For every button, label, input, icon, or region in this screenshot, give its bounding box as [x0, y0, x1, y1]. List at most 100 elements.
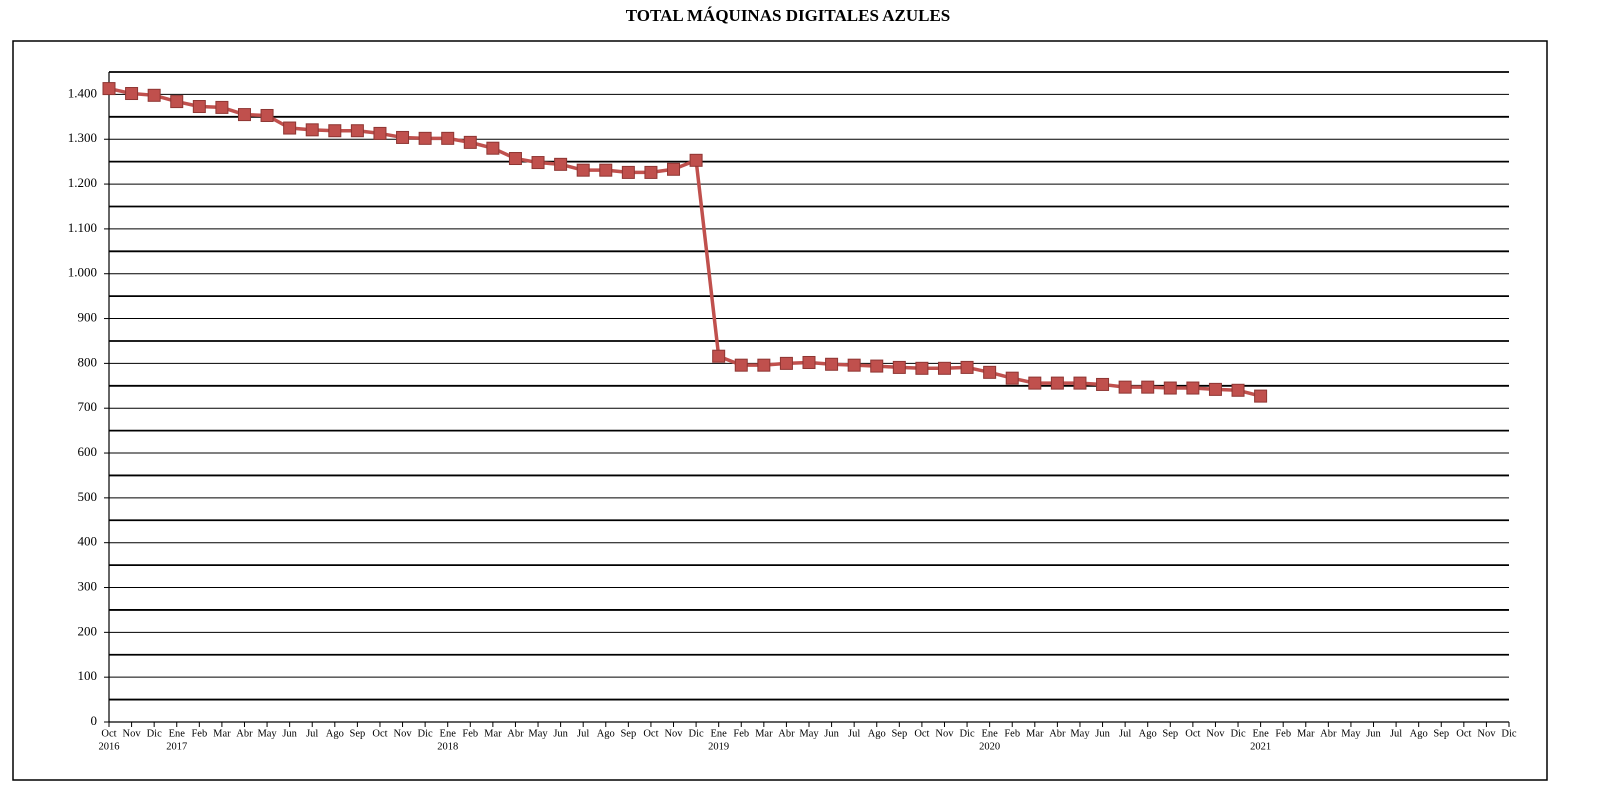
marker [1005, 371, 1019, 385]
x-tick-label: Mar [484, 728, 502, 739]
x-tick-label: Jul [848, 728, 860, 739]
y-tick-label: 1.300 [68, 130, 97, 145]
marker [1050, 376, 1064, 390]
x-tick-label: Ago [1139, 728, 1157, 739]
x-tick-label: Abr [778, 728, 795, 739]
y-tick-label: 300 [78, 579, 98, 594]
marker [1073, 376, 1087, 390]
marker [1118, 380, 1132, 394]
x-tick-year: 2019 [708, 741, 729, 752]
x-tick-label: Ene [711, 728, 728, 739]
x-tick-label: Abr [1320, 728, 1337, 739]
chart-title: TOTAL MÁQUINAS DIGITALES AZULES [626, 6, 951, 25]
marker [237, 108, 251, 122]
x-tick-label: Nov [1206, 728, 1225, 739]
x-tick-label: Oct [372, 728, 387, 739]
x-tick-label: Ago [597, 728, 615, 739]
marker [1254, 389, 1268, 403]
marker [508, 152, 522, 166]
marker [689, 153, 703, 167]
y-tick-label: 1.000 [68, 265, 97, 280]
marker [1208, 382, 1222, 396]
marker [170, 95, 184, 109]
x-tick-label: Ago [868, 728, 886, 739]
chart-border [12, 40, 1548, 781]
x-tick-label: Sep [350, 728, 366, 739]
x-tick-year: 2016 [99, 741, 120, 752]
marker [102, 82, 116, 96]
x-tick-label: Sep [1162, 728, 1178, 739]
y-tick-label: 400 [78, 534, 98, 549]
marker [667, 162, 681, 176]
marker [825, 357, 839, 371]
marker [937, 361, 951, 375]
x-tick-label: Abr [236, 728, 253, 739]
x-tick-label: Abr [1049, 728, 1066, 739]
x-tick-label: Sep [891, 728, 907, 739]
x-tick-label: Feb [462, 728, 478, 739]
x-tick-label: May [1070, 728, 1090, 739]
x-tick-label: Sep [620, 728, 636, 739]
x-tick-label: Nov [664, 728, 683, 739]
marker [1096, 377, 1110, 391]
marker [644, 165, 658, 179]
x-tick-label: Dic [689, 728, 705, 739]
marker [418, 131, 432, 145]
x-tick-label: Oct [914, 728, 929, 739]
x-tick-label: May [1341, 728, 1361, 739]
marker [328, 124, 342, 138]
y-tick-label: 900 [78, 310, 98, 325]
y-tick-label: 600 [78, 444, 98, 459]
x-tick-label: Oct [1456, 728, 1471, 739]
marker [486, 141, 500, 155]
x-tick-label: Nov [1477, 728, 1496, 739]
y-tick-label: 800 [78, 354, 98, 369]
marker [892, 360, 906, 374]
x-tick-label: Jul [1119, 728, 1131, 739]
marker [283, 121, 297, 135]
x-tick-label: Ene [981, 728, 998, 739]
marker [779, 356, 793, 370]
x-tick-label: Feb [1275, 728, 1291, 739]
marker [712, 349, 726, 363]
x-tick-label: Jun [1366, 728, 1381, 739]
x-tick-year: 2018 [437, 741, 458, 752]
x-tick-year: 2017 [166, 741, 187, 752]
marker [621, 165, 635, 179]
x-tick-label: May [528, 728, 548, 739]
x-tick-label: Ene [440, 728, 457, 739]
y-tick-label: 100 [78, 668, 98, 683]
y-tick-label: 700 [78, 399, 98, 414]
x-tick-label: Nov [394, 728, 413, 739]
x-tick-label: Oct [643, 728, 658, 739]
marker [802, 355, 816, 369]
x-tick-label: Jun [282, 728, 297, 739]
marker [396, 130, 410, 144]
marker [215, 100, 229, 114]
marker [1028, 376, 1042, 390]
marker [125, 87, 139, 101]
marker [350, 124, 364, 138]
x-tick-label: Jul [577, 728, 589, 739]
x-tick-label: Ago [326, 728, 344, 739]
marker [1231, 383, 1245, 397]
x-tick-label: Oct [101, 728, 116, 739]
x-tick-label: Jun [824, 728, 839, 739]
marker [599, 163, 613, 177]
y-tick-label: 1.200 [68, 175, 97, 190]
x-tick-label: Ene [1252, 728, 1269, 739]
x-tick-label: Jul [1390, 728, 1402, 739]
marker [576, 163, 590, 177]
x-tick-year: 2020 [979, 741, 1000, 752]
x-tick-label: May [257, 728, 277, 739]
marker [260, 108, 274, 122]
marker [847, 358, 861, 372]
marker [734, 358, 748, 372]
marker [463, 135, 477, 149]
marker [1141, 380, 1155, 394]
x-tick-year: 2021 [1250, 741, 1271, 752]
marker [1186, 381, 1200, 395]
marker [983, 365, 997, 379]
x-tick-label: Ago [1410, 728, 1428, 739]
